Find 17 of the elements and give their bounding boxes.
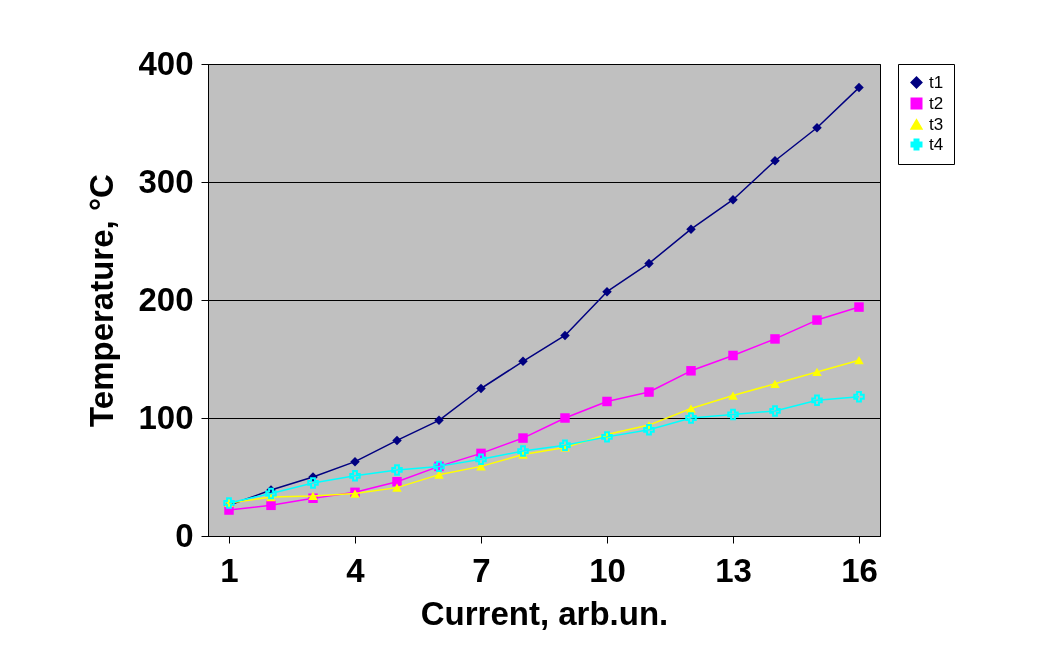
y-axis-title: Temperature, °C: [83, 174, 121, 427]
y-tick-label: 300: [138, 162, 194, 200]
legend-label: t3: [929, 114, 944, 134]
x-tick-label: 1: [220, 551, 239, 589]
x-tick-label: 7: [472, 551, 491, 589]
x-tick-label: 13: [715, 551, 752, 589]
y-tick-label: 100: [138, 398, 194, 436]
y-tick-label: 0: [175, 516, 194, 554]
x-tick-label: 16: [841, 551, 878, 589]
legend-label: t2: [929, 93, 944, 113]
x-axis-title: Current, arb.un.: [420, 594, 669, 632]
x-tick-label: 10: [589, 551, 626, 589]
x-tick-label: 4: [346, 551, 366, 589]
y-tick-label: 400: [138, 44, 194, 82]
legend-label: t1: [929, 72, 944, 92]
y-tick-label: 200: [138, 280, 194, 318]
legend-label: t4: [929, 134, 944, 154]
